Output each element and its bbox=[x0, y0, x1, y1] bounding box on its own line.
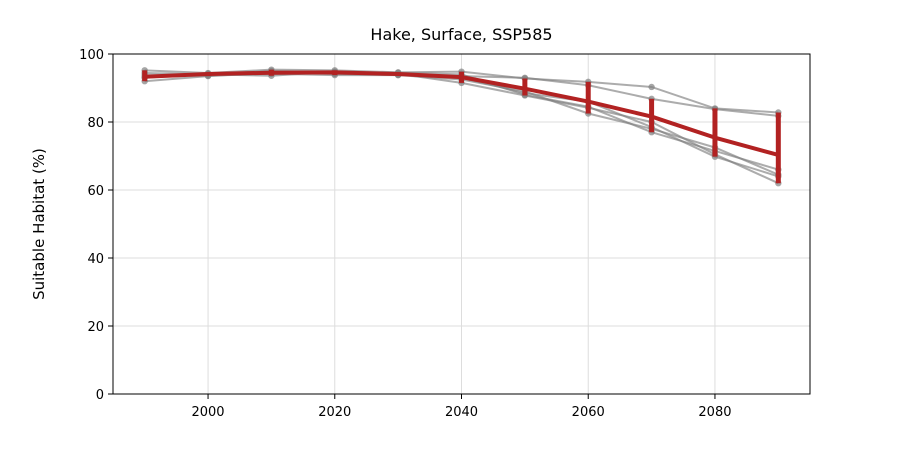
chart-title: Hake, Surface, SSP585 bbox=[370, 25, 552, 44]
y-tick-label: 0 bbox=[96, 388, 104, 403]
x-tick-label: 2020 bbox=[318, 405, 351, 420]
y-tick-label: 60 bbox=[87, 184, 104, 199]
x-tick-label: 2080 bbox=[698, 405, 731, 420]
y-tick-label: 40 bbox=[87, 252, 104, 267]
member-point bbox=[648, 83, 655, 91]
x-axis-ticks: 2000 2020 2040 2060 2080 bbox=[191, 394, 732, 420]
mean-line bbox=[144, 70, 779, 157]
y-tick-label: 20 bbox=[87, 320, 104, 335]
x-tick-label: 2060 bbox=[572, 405, 605, 420]
x-tick-label: 2000 bbox=[191, 405, 224, 420]
x-tick-label: 2040 bbox=[445, 405, 478, 420]
y-tick-label: 80 bbox=[87, 116, 104, 131]
ensemble-mean-line bbox=[142, 69, 781, 184]
y-tick-label: 100 bbox=[79, 48, 104, 63]
y-axis-ticks: 0 20 40 60 80 100 bbox=[79, 48, 113, 403]
y-axis-label: Suitable Habitat (%) bbox=[30, 148, 48, 300]
